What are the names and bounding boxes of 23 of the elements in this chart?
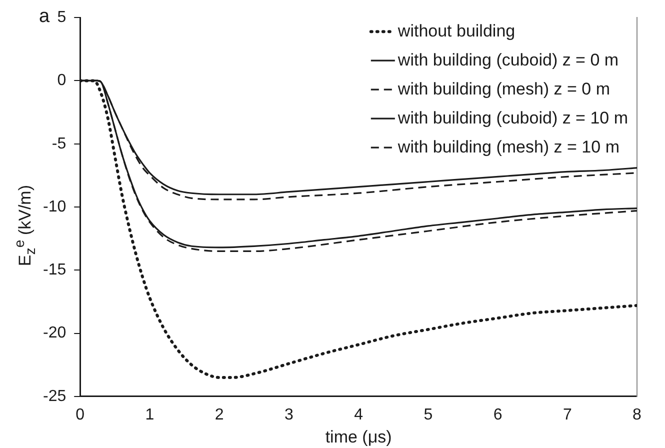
y-tick-label: -25 — [43, 388, 66, 405]
x-tick-label: 1 — [145, 406, 154, 424]
legend-label: with building (cuboid) z = 10 m — [396, 108, 628, 128]
y-tick-label: -5 — [52, 135, 66, 152]
legend-label: with building (mesh) z = 0 m — [396, 79, 610, 98]
legend-label: without building — [396, 21, 516, 40]
legend-label: with building (cuboid) z = 0 m — [396, 50, 619, 70]
x-tick-label: 6 — [493, 406, 502, 424]
text: a — [39, 6, 50, 27]
x-tick-label: 7 — [562, 406, 572, 424]
y-tick-label: 0 — [57, 72, 66, 90]
y-tick-label: -15 — [43, 262, 66, 279]
x-tick-label: 3 — [284, 406, 294, 424]
x-tick-label: 0 — [76, 406, 85, 424]
legend-label: with building (mesh) z = 10 m — [396, 137, 620, 156]
x-tick-label: 2 — [214, 406, 224, 424]
x-tick-label: 5 — [424, 406, 433, 424]
y-tick-label: -20 — [43, 324, 66, 342]
x-tick-label: 4 — [354, 406, 364, 424]
x-axis-title: time (μs) — [325, 427, 392, 446]
y-tick-label: -10 — [43, 198, 66, 216]
x-tick-label: 8 — [632, 406, 642, 424]
y-tick-label: 5 — [57, 9, 66, 26]
